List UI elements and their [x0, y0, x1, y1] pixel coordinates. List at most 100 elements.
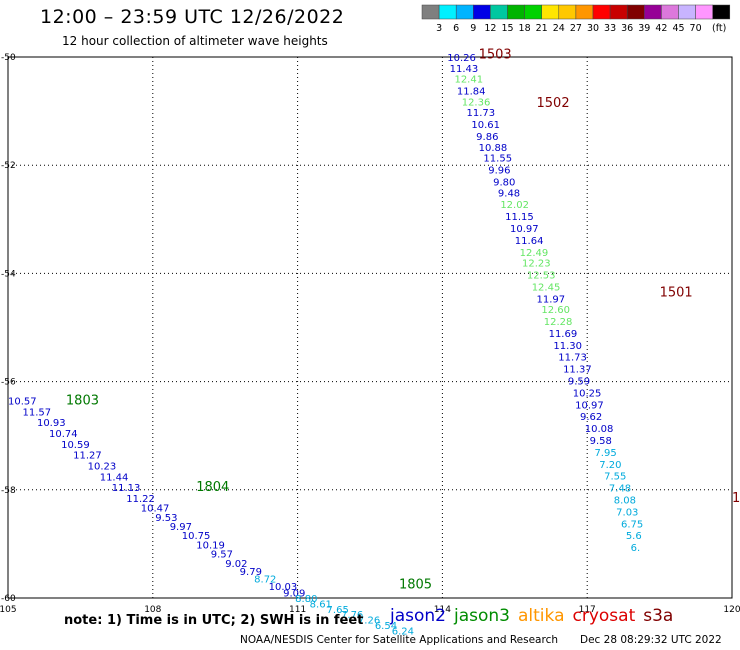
- wave-height-value: 10.88: [479, 143, 508, 154]
- satellite-legend-cryosat: cryosat: [572, 606, 636, 626]
- wave-height-value: 9.79: [240, 567, 262, 578]
- wave-height-value: 10.23: [88, 461, 117, 472]
- wave-height-value: 11.43: [450, 64, 479, 75]
- track-number-label: 1500: [732, 491, 740, 506]
- wave-height-value: 11.27: [73, 451, 102, 462]
- wave-height-value: 9.59: [568, 377, 590, 388]
- wave-height-value: 8.61: [310, 599, 332, 610]
- wave-height-value: 11.64: [515, 236, 544, 247]
- wave-height-value: 10.57: [8, 397, 37, 408]
- satellite-legend: jason2 jason3 altika cryosat s3a: [390, 606, 681, 626]
- wave-height-value: 11.73: [558, 353, 587, 364]
- wave-height-value: 11.30: [553, 341, 582, 352]
- wave-height-value: 11.22: [126, 494, 155, 505]
- wave-height-value: 12.36: [462, 97, 491, 108]
- wave-height-value: 10.74: [49, 429, 78, 440]
- wave-height-value: 10.03: [269, 582, 298, 593]
- x-tick-label: 120: [723, 605, 740, 615]
- wave-height-value: 10.47: [141, 504, 170, 515]
- wave-height-value: 8.80: [295, 594, 317, 605]
- wave-height-value: 9.80: [493, 177, 515, 188]
- wave-height-value: 10.97: [575, 400, 604, 411]
- wave-height-value: 10.26: [447, 53, 476, 64]
- track-number-label: 1502: [537, 96, 570, 111]
- wave-height-value: 12.49: [520, 248, 549, 259]
- wave-height-value: 12.28: [544, 317, 573, 328]
- wave-height-value: 8.08: [614, 496, 636, 507]
- y-tick-label: -52: [1, 161, 16, 171]
- satellite-legend-jason2: jason2: [390, 606, 446, 626]
- wave-height-value: 11.73: [467, 108, 496, 119]
- y-tick-label: -50: [1, 53, 16, 63]
- wave-height-value: 9.02: [225, 559, 247, 570]
- wave-height-value: 10.59: [61, 440, 90, 451]
- wave-height-value: 10.08: [585, 424, 614, 435]
- y-tick-label: -56: [1, 378, 16, 388]
- wave-height-value: 6.24: [392, 626, 414, 637]
- wave-height-value: 7.26: [358, 616, 380, 627]
- wave-height-value: 10.19: [196, 540, 225, 551]
- wave-height-points: 10.2611.4312.4111.8412.3611.7310.619.861…: [8, 53, 643, 637]
- footer-note: note: 1) Time is in UTC; 2) SWH is in fe…: [64, 613, 364, 628]
- page-subtitle: 12 hour collection of altimeter wave hei…: [62, 34, 328, 48]
- wave-height-value: 9.96: [488, 166, 510, 177]
- wave-height-value: 11.57: [22, 407, 51, 418]
- wave-height-value: 11.69: [549, 329, 578, 340]
- wave-height-value: 9.09: [283, 589, 305, 600]
- wave-height-value: 11.84: [457, 87, 486, 98]
- wave-height-value: 10.61: [471, 120, 500, 131]
- y-tick-label: -54: [1, 269, 16, 279]
- wave-height-value: 8.72: [254, 575, 276, 586]
- wave-height-value: 9.97: [170, 522, 192, 533]
- wave-height-value: 11.55: [483, 154, 512, 165]
- wave-height-value: 12.53: [527, 270, 556, 281]
- x-tick-label: 117: [579, 605, 596, 615]
- map-frame: [7, 56, 733, 599]
- wave-height-value: 10.25: [573, 388, 602, 399]
- wave-height-value: 7.65: [327, 605, 349, 616]
- wave-height-value: 7.03: [616, 507, 638, 518]
- wave-height-value: 5.6: [626, 531, 642, 542]
- wave-height-value: 9.53: [155, 513, 177, 524]
- x-tick-label: 105: [0, 605, 17, 615]
- map-grid: [8, 57, 732, 598]
- map-axes: 105 108 111 114 117 120 -50 -52 -54 -56 -58 -60: [0, 53, 740, 615]
- x-tick-label: 114: [434, 605, 451, 615]
- wave-height-value: 12.23: [522, 259, 551, 270]
- wave-height-value: 7.20: [599, 460, 621, 471]
- wave-height-value: 6.75: [621, 519, 643, 530]
- x-tick-label: 111: [289, 605, 306, 615]
- wave-height-value: 7.55: [604, 472, 626, 483]
- x-tick-label: 108: [144, 605, 161, 615]
- track-number-label: 1803: [66, 394, 99, 409]
- wave-height-value: 9.48: [498, 188, 520, 199]
- wave-height-value: 11.44: [100, 472, 129, 483]
- wave-height-value: 6.: [631, 543, 641, 554]
- satellite-legend-s3a: s3a: [643, 606, 674, 626]
- wave-height-value: 6.54: [375, 621, 397, 632]
- wave-height-value: 10.93: [37, 418, 66, 429]
- wave-height-value: 7.76: [341, 610, 363, 621]
- wave-height-value: 12.60: [541, 305, 570, 316]
- footer-credit: NOAA/NESDIS Center for Satellite Applica…: [240, 634, 558, 646]
- track-number-label: 1501: [660, 285, 693, 300]
- wave-height-value: 7.48: [609, 484, 631, 495]
- wave-height-value: 7.95: [594, 448, 616, 459]
- track-number-label: 1503: [479, 47, 512, 62]
- wave-height-value: 11.97: [537, 294, 566, 305]
- wave-height-value: 10.97: [510, 224, 539, 235]
- wave-height-value: 9.57: [211, 550, 233, 561]
- wave-height-value: 11.13: [112, 483, 141, 494]
- wave-height-value: 11.37: [563, 365, 592, 376]
- track-number-label: 1804: [196, 480, 229, 495]
- satellite-legend-altika: altika: [518, 606, 565, 626]
- y-tick-label: -58: [1, 486, 16, 496]
- wave-height-value: 9.58: [590, 436, 612, 447]
- wave-height-value: 12.02: [500, 200, 529, 211]
- satellite-legend-jason3: jason3: [454, 606, 510, 626]
- wave-height-value: 11.15: [505, 212, 534, 223]
- y-tick-label: -60: [1, 594, 16, 604]
- wave-height-value: 12.45: [532, 282, 561, 293]
- page-title: 12:00 – 23:59 UTC 12/26/2022: [40, 6, 345, 28]
